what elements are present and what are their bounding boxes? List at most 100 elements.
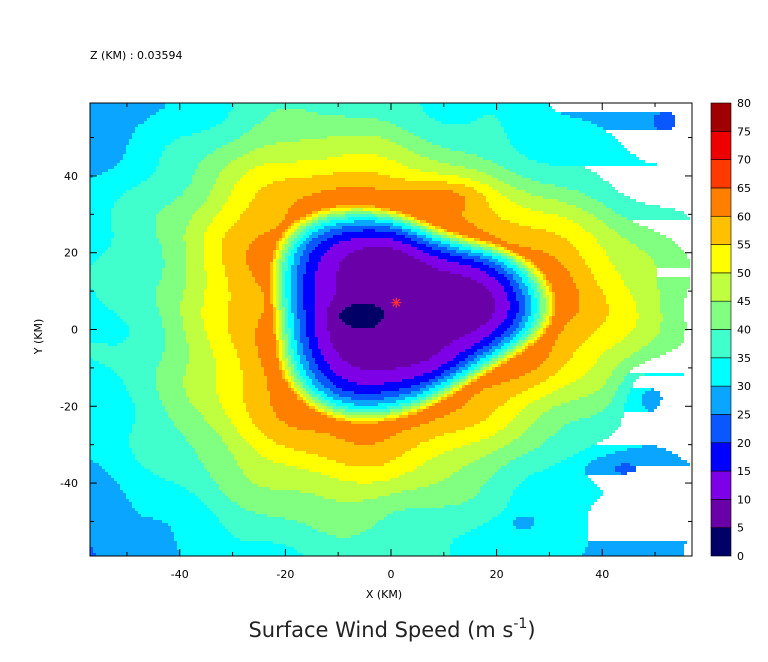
- contour-cell: [204, 418, 231, 421]
- contour-cell: [117, 163, 159, 166]
- contour-cell: [462, 406, 498, 409]
- contour-cell: [336, 205, 375, 208]
- contour-cell: [165, 409, 198, 412]
- contour-cell: [489, 259, 498, 262]
- contour-cell: [408, 415, 444, 418]
- contour-cell: [288, 349, 294, 352]
- contour-cell: [174, 481, 216, 484]
- contour-cell: [573, 355, 600, 358]
- contour-cell: [186, 394, 219, 397]
- contour-cell: [90, 136, 132, 139]
- contour-cell: [192, 181, 216, 184]
- contour-cell: [546, 286, 549, 289]
- contour-cell: [351, 304, 375, 307]
- contour-cell: [90, 394, 129, 397]
- title-main: Surface Wind Speed (m s: [248, 618, 513, 642]
- contour-cell: [192, 445, 228, 448]
- contour-cell: [417, 232, 426, 235]
- contour-cell: [279, 253, 282, 256]
- contour-cell: [420, 424, 474, 427]
- contour-cell: [522, 277, 528, 280]
- contour-cell: [261, 289, 270, 292]
- contour-cell: [186, 487, 219, 490]
- contour-cell: [264, 298, 270, 301]
- contour-cell: [474, 367, 480, 370]
- contour-cell: [384, 517, 492, 520]
- contour-cell: [159, 310, 180, 313]
- contour-cell: [471, 379, 477, 382]
- contour-cell: [225, 166, 255, 169]
- contour-cell: [93, 358, 162, 361]
- contour-cell: [141, 514, 216, 517]
- contour-cell: [240, 367, 264, 370]
- contour-cell: [591, 415, 624, 418]
- contour-cell: [528, 475, 588, 478]
- contour-cell: [534, 517, 588, 520]
- contour-cell: [516, 295, 525, 298]
- contour-cell: [183, 298, 204, 301]
- contour-cell: [186, 280, 207, 283]
- contour-cell: [543, 442, 597, 445]
- contour-cell: [540, 283, 543, 286]
- contour-cell: [315, 307, 327, 310]
- contour-cell: [165, 346, 189, 349]
- contour-cell: [492, 241, 507, 244]
- contour-cell: [222, 262, 246, 265]
- contour-cell: [516, 148, 627, 151]
- contour-cell: [489, 364, 492, 367]
- contour-cell: [132, 136, 180, 139]
- contour-cell: [156, 232, 186, 235]
- contour-cell: [612, 208, 675, 211]
- contour-cell: [552, 406, 606, 409]
- contour-cell: [330, 340, 453, 343]
- contour-cell: [162, 256, 186, 259]
- contour-cell: [492, 208, 531, 211]
- contour-cell: [456, 235, 462, 238]
- contour-cell: [525, 373, 555, 376]
- contour-cell: [444, 376, 453, 379]
- contour-cell: [270, 397, 297, 400]
- contour-cell: [297, 382, 303, 385]
- contour-cell: [183, 322, 204, 325]
- contour-cell: [390, 412, 402, 415]
- contour-cell: [519, 286, 528, 289]
- contour-cell: [174, 535, 234, 538]
- contour-cell: [270, 301, 273, 304]
- contour-cell: [135, 457, 198, 460]
- contour-cell: [90, 460, 93, 463]
- contour-cell: [210, 223, 234, 226]
- contour-cell: [303, 280, 315, 283]
- contour-cell: [480, 340, 492, 343]
- contour-cell: [336, 535, 351, 538]
- contour-cell: [435, 403, 465, 406]
- contour-cell: [438, 379, 447, 382]
- contour-cell: [513, 418, 537, 421]
- contour-cell: [300, 328, 306, 331]
- contour-cell: [249, 205, 291, 208]
- contour-cell: [339, 241, 402, 244]
- contour-cell: [501, 349, 507, 352]
- contour-cell: [303, 283, 315, 286]
- contour-cell: [216, 481, 252, 484]
- contour-cell: [288, 313, 294, 316]
- contour-cell: [438, 388, 444, 391]
- contour-cell: [102, 253, 162, 256]
- contour-cell: [126, 145, 165, 148]
- contour-cell: [516, 517, 534, 520]
- contour-cell: [315, 271, 336, 274]
- contour-cell: [207, 331, 228, 334]
- contour-cell: [210, 343, 234, 346]
- contour-cell: [411, 238, 423, 241]
- contour-cell: [480, 238, 501, 241]
- contour-cell: [555, 298, 579, 301]
- contour-cell: [234, 103, 420, 106]
- contour-cell: [624, 406, 645, 409]
- contour-cell: [288, 259, 294, 262]
- contour-cell: [516, 355, 549, 358]
- contour-cell: [480, 439, 513, 442]
- contour-cell: [636, 304, 660, 307]
- contour-cell: [474, 343, 489, 346]
- contour-cell: [249, 478, 339, 481]
- contour-cell: [336, 403, 354, 406]
- contour-cell: [636, 310, 660, 313]
